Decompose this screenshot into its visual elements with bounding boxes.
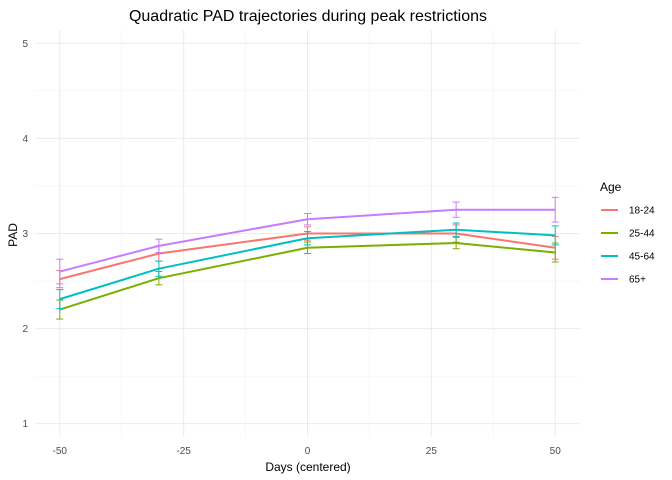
legend-title: Age xyxy=(600,180,622,194)
y-tick-label: 1 xyxy=(22,419,28,430)
legend-item-25-44: 25-44 xyxy=(601,229,655,240)
legend-label: 65+ xyxy=(629,275,646,286)
x-axis-ticks: -50 -25 0 25 50 xyxy=(53,446,562,457)
series-layer xyxy=(56,196,559,320)
series-65+ xyxy=(56,196,559,285)
legend-item-45-64: 45-64 xyxy=(601,252,655,263)
legend-label: 18-24 xyxy=(629,206,655,217)
series-45-64 xyxy=(56,222,559,310)
x-tick-label: -25 xyxy=(176,446,191,457)
legend: Age 18-24 25-44 45-64 65+ xyxy=(600,180,655,286)
legend-label: 45-64 xyxy=(629,252,655,263)
y-tick-label: 2 xyxy=(22,324,28,335)
y-axis-title: PAD xyxy=(6,223,20,247)
chart-title: Quadratic PAD trajectories during peak r… xyxy=(129,8,487,25)
x-axis-title: Days (centered) xyxy=(265,460,350,474)
x-tick-label: 25 xyxy=(426,446,438,457)
legend-label: 25-44 xyxy=(629,229,655,240)
y-axis-ticks: 1 2 3 4 5 xyxy=(22,39,28,430)
x-tick-label: -50 xyxy=(53,446,68,457)
legend-item-18-24: 18-24 xyxy=(601,206,655,217)
legend-item-65+: 65+ xyxy=(601,275,646,286)
y-tick-label: 5 xyxy=(22,39,28,50)
y-tick-label: 3 xyxy=(22,229,28,240)
x-tick-label: 50 xyxy=(550,446,562,457)
y-tick-label: 4 xyxy=(22,134,28,145)
x-tick-label: 0 xyxy=(305,446,311,457)
legend-items: 18-24 25-44 45-64 65+ xyxy=(601,206,655,286)
